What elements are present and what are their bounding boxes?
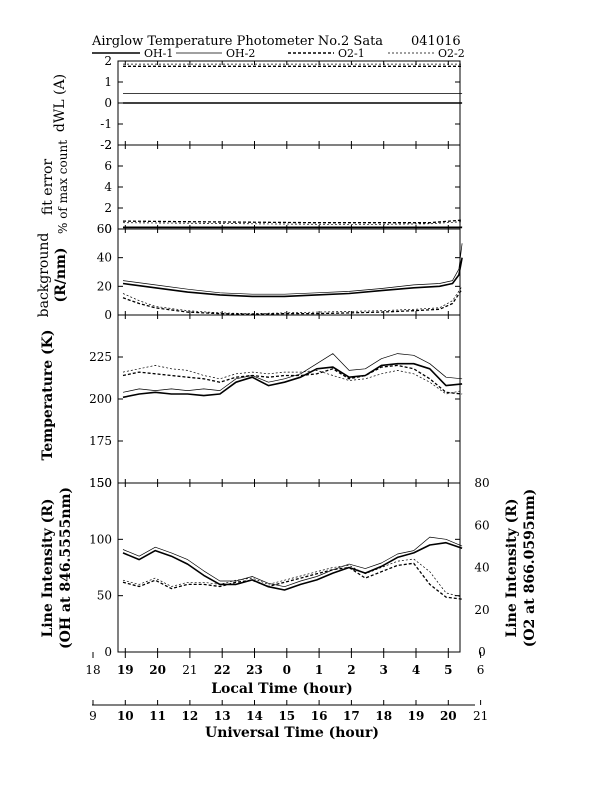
fit-ytick-label-3: 2 (104, 201, 112, 215)
panel-background-frame (117, 228, 461, 316)
figure-title: Airglow Temperature Photometer No.2 Sata (91, 34, 383, 49)
figure-date: 041016 (411, 34, 461, 49)
ylabel-intensity-2: (OH at 846.5555nm) (58, 487, 74, 649)
dwl-ytick-label-2: 0 (104, 96, 112, 110)
fit-series-o2-1 (122, 219, 463, 224)
background-ytick-label-3: 0 (104, 308, 112, 322)
fit-ytick-label-2: 4 (104, 180, 112, 194)
temperature-ytick-label-2: 175 (89, 434, 112, 448)
ut-tick-label-8: 17 (343, 709, 360, 723)
dwl-ytick-label-0: 2 (104, 54, 112, 68)
legend: OH-1 OH-2 O2-1 O2-2 (92, 47, 465, 60)
intensity-series-o2-1 (122, 562, 463, 600)
temperature-series-o2-2 (122, 365, 463, 395)
fit-ytick-label-1: 6 (104, 159, 112, 173)
legend-label-o21: O2-1 (338, 47, 365, 60)
ut-tick-label-6: 15 (278, 709, 295, 723)
intensity-series-o2-2 (122, 558, 463, 598)
ylabel-fit-1: fit error (40, 159, 56, 216)
lt-tick-label-8: 2 (347, 663, 355, 677)
ut-tick-label-11: 20 (440, 709, 457, 723)
fit-ytick-label-0: 2 (104, 138, 112, 152)
background-series-o2-1 (122, 288, 463, 315)
ylabel-background-2: (R/nm) (53, 248, 69, 303)
background-ytick-label-1: 40 (97, 251, 112, 265)
lt-tick-label-4: 22 (214, 663, 231, 677)
temperature-series-oh-2 (122, 353, 463, 393)
temperature-ytick-label-3: 150 (89, 476, 112, 490)
lt-tick-label-2: 20 (149, 663, 166, 677)
ylabel-intensity-right-2: (O2 at 866.0595nm) (522, 489, 538, 648)
ut-tick-label-3: 12 (182, 709, 199, 723)
lt-tick-label-5: 23 (246, 663, 263, 677)
background-series-oh-1 (122, 257, 463, 298)
intensity-ytick-right-label-4: 0 (478, 645, 486, 659)
intensity-ytick-right-label-3: 20 (474, 603, 489, 617)
legend-label-oh1: OH-1 (144, 47, 173, 60)
intensity-ytick-right-label-2: 40 (474, 561, 489, 575)
panel-intensity-frame (117, 482, 461, 653)
intensity-ytick-label-3: 0 (104, 645, 112, 659)
lt-tick-label-3: 21 (182, 663, 197, 677)
xlabel-universal-time: Universal Time (hour) (205, 725, 379, 741)
ut-tick-label-1: 10 (117, 709, 134, 723)
background-ytick-label-0: 60 (97, 222, 112, 236)
lt-tick-label-7: 1 (315, 663, 323, 677)
ut-tick-label-10: 19 (408, 709, 425, 723)
background-series-oh-2 (122, 243, 463, 295)
legend-label-o22: O2-2 (438, 47, 465, 60)
ut-tick-label-4: 13 (214, 709, 231, 723)
panel-fit-frame (117, 144, 461, 230)
intensity-ytick-label-0: 150 (89, 476, 112, 490)
legend-label-oh2: OH-2 (226, 47, 255, 60)
intensity-ytick-right-label-1: 60 (474, 518, 489, 532)
xlabel-local-time: Local Time (hour) (211, 681, 353, 697)
ut-tick-label-2: 11 (149, 709, 166, 723)
ut-tick-label-12: 21 (473, 709, 488, 723)
temperature-series-o2-1 (122, 364, 463, 395)
background-ytick-label-2: 20 (97, 279, 112, 293)
lt-tick-label-12: 6 (477, 663, 485, 677)
lt-tick-label-10: 4 (412, 663, 420, 677)
ylabel-fit-2: % of max count (56, 140, 70, 234)
ylabel-background-1: background (36, 233, 52, 318)
intensity-series-oh-1 (122, 541, 463, 591)
temperature-ytick-label-1: 200 (89, 392, 112, 406)
lt-tick-label-1: 19 (117, 663, 134, 677)
intensity-ytick-label-2: 50 (97, 589, 112, 603)
ut-tick-label-7: 16 (311, 709, 328, 723)
ut-tick-label-9: 18 (375, 709, 392, 723)
panel-temperature-frame (117, 314, 461, 484)
lt-tick-label-6: 0 (283, 663, 291, 677)
dwl-ytick-label-4: -2 (100, 138, 112, 152)
background-series-o2-2 (122, 286, 463, 314)
ut-tick-label-0: 9 (89, 709, 97, 723)
fit-ytick-label-4: 0 (104, 222, 112, 236)
ut-tick-label-5: 14 (246, 709, 263, 723)
intensity-ytick-label-1: 100 (89, 532, 112, 546)
fit-series-o2-2 (122, 221, 463, 225)
temperature-ytick-label-0: 225 (89, 350, 112, 364)
lt-tick-label-9: 3 (380, 663, 388, 677)
lt-tick-label-11: 5 (444, 663, 452, 677)
ylabel-intensity-right-1: Line Intensity (R) (504, 499, 520, 638)
ylabel-temperature: Temperature (K) (40, 330, 56, 461)
ylabel-intensity-1: Line Intensity (R) (40, 499, 56, 638)
temperature-series-oh-1 (122, 362, 463, 399)
dwl-ytick-label-1: 1 (104, 75, 112, 89)
chart-marks: 210-1-2264206040200225200175150150100500… (85, 54, 489, 723)
intensity-series-oh-2 (122, 536, 463, 588)
ylabel-dwl: dWL (A) (52, 74, 68, 132)
lt-tick-label-0: 18 (85, 663, 100, 677)
intensity-ytick-right-label-0: 80 (474, 476, 489, 490)
dwl-ytick-label-3: -1 (100, 117, 112, 131)
